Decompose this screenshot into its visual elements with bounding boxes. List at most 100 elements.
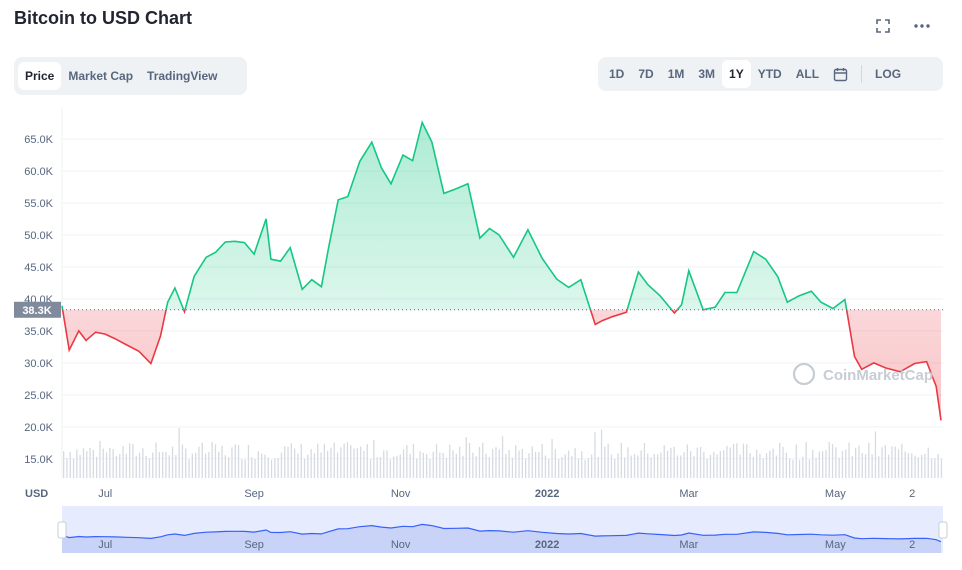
volume-bar	[584, 459, 586, 478]
calendar-icon[interactable]	[826, 60, 855, 88]
volume-bar	[327, 451, 329, 478]
volume-bar	[604, 446, 606, 478]
volume-bar	[614, 458, 616, 478]
volume-bar	[620, 442, 622, 478]
volume-bar	[782, 446, 784, 478]
volume-bar	[772, 448, 774, 478]
volume-bar	[369, 459, 372, 478]
volume-bar	[812, 449, 814, 478]
volume-bar	[940, 458, 943, 478]
volume-bar	[188, 459, 190, 478]
volume-bar	[442, 452, 444, 478]
volume-bar	[907, 453, 910, 478]
x-tick-label: Sep	[244, 488, 264, 500]
range-1d[interactable]: 1D	[609, 67, 625, 81]
navigator-handle-left[interactable]	[57, 521, 67, 539]
volume-bar	[317, 443, 319, 478]
volume-bar	[670, 447, 672, 478]
volume-bar	[254, 459, 256, 478]
volume-bar	[505, 453, 507, 478]
volume-bar	[858, 445, 860, 478]
volume-bar	[855, 447, 857, 478]
range-1y[interactable]: 1Y	[722, 60, 751, 88]
log-toggle[interactable]: LOG	[875, 67, 902, 81]
volume-bar	[805, 442, 807, 478]
watermark-logo	[792, 362, 816, 386]
volume-bar	[756, 449, 758, 478]
volume-bar	[792, 459, 794, 478]
volume-bar	[848, 442, 850, 478]
volume-bar	[683, 452, 685, 478]
volume-bar	[393, 456, 395, 478]
volume-bar	[680, 455, 682, 478]
y-tick-label: 60.0K	[24, 166, 53, 178]
volume-bar	[132, 444, 134, 478]
volume-bar	[353, 448, 355, 478]
volume-bar	[158, 452, 160, 478]
tab-market-cap[interactable]: Market Cap	[68, 69, 134, 83]
volume-bar	[373, 439, 375, 478]
navigator-handle-right[interactable]	[938, 521, 948, 539]
volume-bar	[822, 451, 824, 478]
volume-bar	[521, 449, 523, 478]
volume-bar	[310, 449, 312, 478]
volume-bar	[224, 455, 226, 478]
volume-bar	[597, 456, 599, 478]
volume-bar	[185, 448, 187, 478]
y-tick-label: 55.0K	[24, 198, 53, 210]
volume-bar	[350, 445, 352, 478]
volume-bar	[871, 454, 873, 478]
volume-bar	[485, 453, 487, 478]
volume-bar	[818, 451, 820, 478]
volume-bar	[861, 453, 863, 478]
x-tick-label: May	[825, 488, 846, 500]
volume-bar	[528, 453, 530, 478]
volume-bar	[749, 453, 751, 478]
volume-bar	[247, 445, 250, 478]
range-7d[interactable]: 7D	[638, 67, 654, 81]
volume-bar	[921, 455, 923, 478]
volume-bar	[739, 454, 741, 478]
area-above-baseline	[62, 122, 847, 310]
watermark-text: CoinMarketCap	[823, 367, 933, 384]
volume-bar	[290, 443, 292, 478]
volume-bar	[297, 453, 299, 478]
volume-bar	[449, 444, 451, 478]
tab-price[interactable]: Price	[18, 62, 62, 90]
volume-bar	[478, 446, 481, 478]
volume-bar	[775, 455, 778, 478]
more-icon[interactable]	[912, 16, 932, 36]
volume-bar	[591, 454, 593, 478]
volume-bar	[501, 436, 504, 478]
range-ytd[interactable]: YTD	[757, 67, 782, 81]
y-tick-label: 50.0K	[24, 230, 53, 242]
range-1m[interactable]: 1M	[667, 67, 685, 81]
y-tick-label: 45.0K	[24, 262, 53, 274]
volume-bar	[798, 459, 801, 478]
tab-tradingview[interactable]: TradingView	[147, 69, 218, 83]
fullscreen-icon[interactable]	[873, 16, 893, 36]
range-3m[interactable]: 3M	[698, 67, 716, 81]
volume-bar	[234, 444, 236, 478]
volume-bar	[676, 455, 679, 478]
volume-bar	[914, 455, 916, 478]
x-tick-label: Nov	[391, 488, 411, 500]
volume-bar	[214, 444, 217, 478]
volume-bar	[759, 453, 761, 478]
volume-bar	[726, 445, 728, 478]
volume-bar	[105, 452, 108, 478]
volume-bar	[138, 452, 141, 478]
volume-bar	[538, 452, 540, 478]
current-price-label: 38.3K	[22, 305, 51, 317]
volume-bar	[703, 451, 705, 478]
x-tick-label: 2	[909, 488, 915, 500]
volume-bar	[884, 445, 886, 478]
volume-bar	[125, 453, 127, 478]
volume-bar	[257, 451, 259, 478]
volume-bar	[709, 454, 712, 478]
y-tick-label: 65.0K	[24, 134, 53, 146]
navigator-area	[62, 524, 941, 553]
volume-bar	[435, 443, 438, 478]
range-all[interactable]: ALL	[795, 67, 820, 81]
volume-bar	[564, 454, 566, 478]
